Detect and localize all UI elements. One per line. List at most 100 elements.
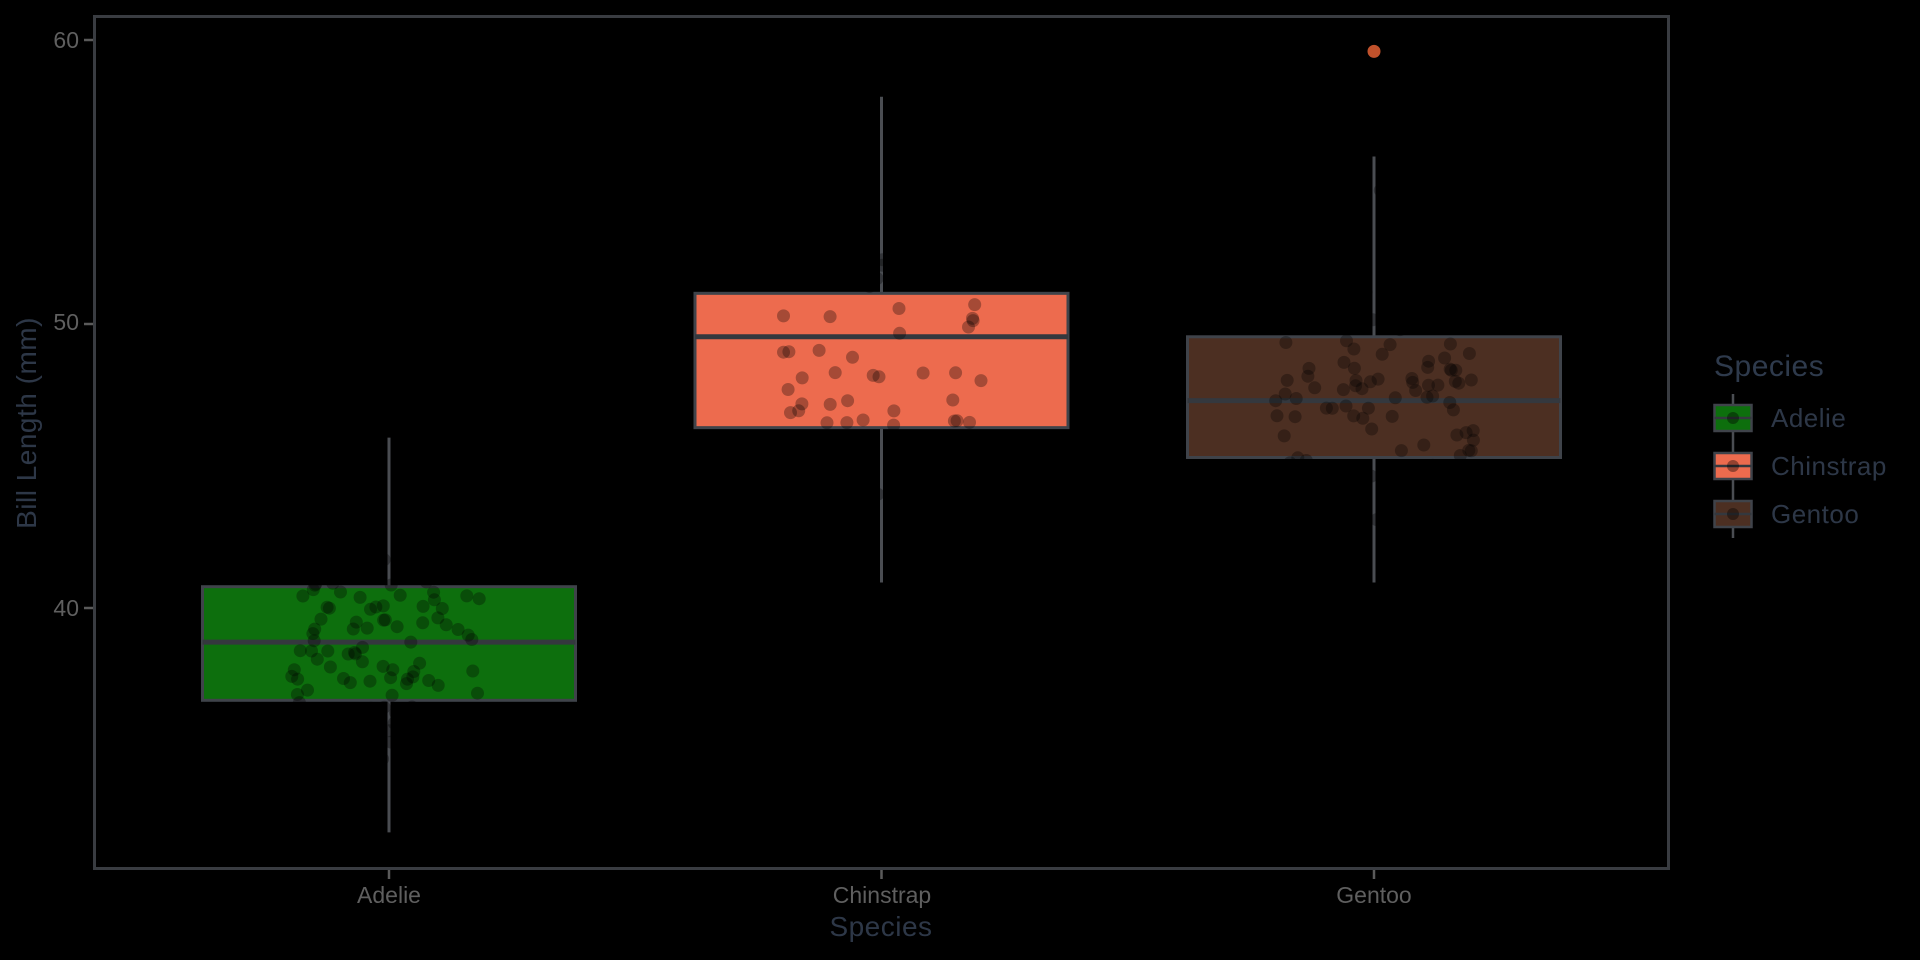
data-point xyxy=(290,688,304,701)
data-point xyxy=(353,744,367,758)
data-point xyxy=(966,314,980,328)
data-point xyxy=(369,600,383,614)
data-point xyxy=(325,537,339,551)
data-point xyxy=(777,345,790,359)
data-point xyxy=(314,560,328,574)
data-point xyxy=(792,404,806,418)
jitter-points-gentoo xyxy=(1267,183,1480,590)
data-point xyxy=(470,488,484,502)
data-point xyxy=(334,585,347,599)
data-point xyxy=(1314,271,1328,285)
data-point xyxy=(404,706,418,720)
y-tick-label-60: 60 xyxy=(53,27,79,53)
data-point xyxy=(812,343,826,357)
data-point xyxy=(1291,451,1305,465)
data-point xyxy=(1269,394,1283,408)
data-point xyxy=(842,463,856,477)
data-point xyxy=(1462,443,1476,457)
data-point xyxy=(334,761,348,775)
data-point xyxy=(1298,576,1311,590)
data-point xyxy=(431,678,445,692)
data-point xyxy=(1333,311,1347,325)
data-point xyxy=(406,493,420,506)
data-point xyxy=(1337,355,1351,369)
data-point xyxy=(1443,337,1457,351)
data-point xyxy=(871,487,885,501)
data-point xyxy=(364,701,378,715)
data-point xyxy=(413,656,427,670)
data-point xyxy=(419,575,433,589)
legend-title: Species xyxy=(1714,350,1825,383)
data-point xyxy=(1448,374,1462,388)
data-point xyxy=(348,646,361,659)
data-point xyxy=(292,696,306,710)
data-point xyxy=(1330,512,1344,526)
data-point xyxy=(950,414,964,428)
data-point xyxy=(1438,351,1452,365)
box-iqr xyxy=(693,291,1070,430)
data-point xyxy=(1331,465,1345,479)
data-point xyxy=(461,750,475,764)
data-point xyxy=(1431,378,1445,392)
y-tick-label-50: 50 xyxy=(53,309,79,335)
data-point xyxy=(1464,444,1478,458)
data-point xyxy=(460,589,474,603)
data-point xyxy=(308,707,322,721)
data-point xyxy=(376,599,390,613)
data-point xyxy=(1305,488,1318,502)
data-point xyxy=(287,663,301,677)
data-point xyxy=(314,612,328,626)
data-point xyxy=(307,634,321,648)
data-point xyxy=(1405,372,1419,385)
data-point xyxy=(795,397,809,411)
data-point xyxy=(288,808,302,822)
data-point xyxy=(1409,384,1423,397)
data-point xyxy=(821,249,835,263)
data-point xyxy=(1459,466,1473,480)
data-point xyxy=(1336,383,1350,397)
data-point xyxy=(1308,381,1322,395)
data-point xyxy=(872,370,886,384)
data-point xyxy=(1346,288,1360,302)
data-point xyxy=(393,588,407,602)
data-point xyxy=(887,418,901,432)
data-point xyxy=(349,615,363,629)
data-point xyxy=(946,393,960,407)
data-point xyxy=(1453,449,1467,462)
data-point xyxy=(866,368,880,382)
y-tick-label-40: 40 xyxy=(53,595,79,621)
data-point xyxy=(951,265,965,279)
data-point xyxy=(1464,373,1478,387)
data-point xyxy=(811,276,825,290)
data-point xyxy=(1394,444,1408,458)
data-point xyxy=(386,663,400,677)
data-point xyxy=(389,706,403,720)
data-point xyxy=(405,700,419,714)
data-point xyxy=(322,601,336,615)
data-point xyxy=(1370,513,1384,527)
data-point xyxy=(349,766,363,780)
boxplot-adelie xyxy=(201,431,577,840)
data-point xyxy=(310,652,324,666)
data-point xyxy=(892,302,906,315)
data-point xyxy=(1301,576,1314,590)
data-point xyxy=(1303,467,1317,481)
data-point xyxy=(1288,410,1302,424)
data-point xyxy=(325,515,339,529)
data-point xyxy=(841,394,855,408)
data-point xyxy=(353,590,367,604)
data-point xyxy=(1355,382,1369,396)
data-point xyxy=(1296,557,1310,570)
data-point xyxy=(346,728,360,742)
data-point xyxy=(451,623,465,636)
data-point xyxy=(1312,475,1326,489)
jitter-points-chinstrap xyxy=(777,126,988,543)
data-point xyxy=(966,311,979,325)
data-point xyxy=(444,782,458,796)
data-point xyxy=(899,236,913,250)
data-point xyxy=(1382,513,1396,527)
data-point xyxy=(445,545,459,559)
data-point xyxy=(1449,363,1463,377)
data-point xyxy=(1417,438,1431,452)
data-point xyxy=(875,253,889,267)
